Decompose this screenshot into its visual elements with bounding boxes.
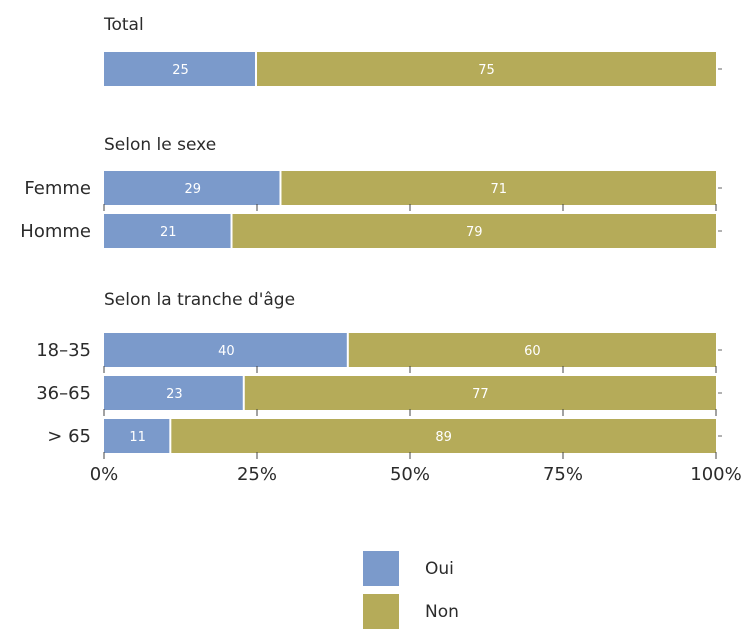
bar-segment-oui	[104, 171, 280, 205]
bar-segment-non	[232, 214, 716, 248]
row-label: > 65	[47, 426, 91, 447]
bar-segment-oui	[104, 333, 347, 367]
legend-swatch-oui	[363, 551, 399, 586]
group-title: Selon le sexe	[104, 135, 216, 155]
bar-segment-non	[244, 376, 716, 410]
bar-segment-oui	[104, 52, 255, 86]
bar-value-label: 11	[129, 430, 146, 445]
x-tick-label: 50%	[390, 464, 430, 485]
bar-value-label: 71	[490, 182, 507, 197]
bar-value-label: 89	[435, 430, 452, 445]
row-label: Femme	[24, 178, 91, 199]
x-tick-label: 0%	[90, 464, 119, 485]
bar-value-label: 75	[478, 63, 495, 78]
bar-value-label: 21	[160, 225, 177, 240]
bar-segment-non	[281, 171, 716, 205]
group-title: Selon la tranche d'âge	[104, 290, 295, 310]
x-tick-label: 100%	[690, 464, 741, 485]
bar-segment-oui	[104, 376, 243, 410]
bar-value-label: 79	[466, 225, 483, 240]
bar-value-label: 77	[472, 387, 489, 402]
bar-segment-non	[348, 333, 716, 367]
bar-segment-oui	[104, 214, 231, 248]
legend-swatch-non	[363, 594, 399, 629]
row-label: 18–35	[36, 340, 91, 361]
row-label: Homme	[20, 221, 91, 242]
row-label: 36–65	[36, 383, 91, 404]
bar-value-label: 29	[184, 182, 201, 197]
bar-segment-oui	[104, 419, 170, 453]
bar-segment-non	[171, 419, 716, 453]
bar-value-label: 25	[172, 63, 189, 78]
bar-value-label: 60	[524, 344, 541, 359]
x-tick-label: 25%	[237, 464, 277, 485]
bar-value-label: 40	[218, 344, 235, 359]
x-tick-label: 75%	[543, 464, 583, 485]
bar-segment-non	[257, 52, 716, 86]
bar-value-label: 23	[166, 387, 183, 402]
group-title: Total	[103, 15, 144, 35]
legend-label: Non	[425, 602, 459, 622]
legend-label: Oui	[425, 559, 454, 579]
